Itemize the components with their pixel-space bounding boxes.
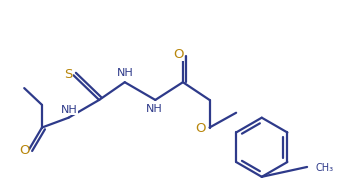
Text: O: O bbox=[174, 48, 184, 61]
Text: NH: NH bbox=[61, 105, 78, 115]
Text: O: O bbox=[19, 144, 30, 157]
Text: CH₃: CH₃ bbox=[316, 163, 334, 173]
Text: S: S bbox=[64, 68, 73, 81]
Text: NH: NH bbox=[117, 68, 134, 78]
Text: NH: NH bbox=[146, 104, 163, 114]
Text: O: O bbox=[196, 122, 206, 135]
